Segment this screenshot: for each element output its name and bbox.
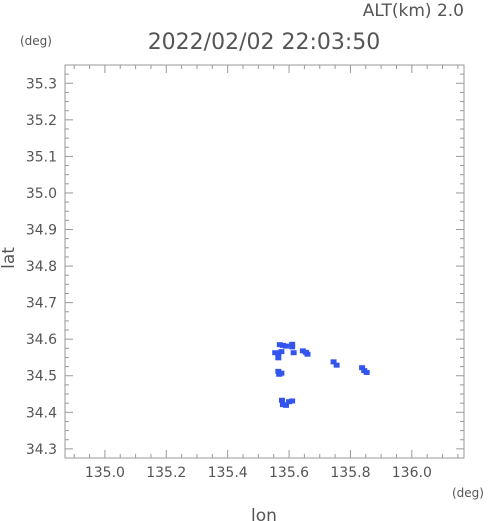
data-point [276,342,283,348]
x-tick-label: 135.0 [85,465,125,481]
y-tick-label: 34.7 [26,296,57,312]
data-point [278,370,285,376]
data-point [279,342,286,348]
y-tick-label: 34.9 [26,223,57,239]
y-tick-label: 35.2 [26,113,57,129]
data-point [333,362,340,368]
y-unit-label: (deg) [20,34,52,48]
data-point [279,402,286,408]
data-point [289,344,296,350]
y-tick-label: 34.4 [26,405,57,421]
y-tick-label: 35.3 [26,76,57,92]
y-tick-label: 34.3 [26,442,57,458]
data-point [286,399,293,405]
x-tick-label: 136.0 [392,465,432,481]
x-axis-label: lon [251,506,277,521]
altitude-label: ALT(km) 2.0 [363,1,464,21]
data-point [272,350,279,356]
axis-ticks [65,64,464,458]
data-point [299,348,306,354]
data-point [289,341,296,347]
tick-labels: 135.0 135.2 135.4 135.6 135.8 136.0 34.3 34.4 34… [26,76,432,481]
datetime-title: 2022/02/02 22:03:50 [148,30,381,55]
y-tick-label: 34.5 [26,369,57,385]
data-point [282,402,289,408]
data-point [275,355,282,361]
data-point [282,343,289,349]
x-unit-label: (deg) [452,486,484,500]
data-point [304,351,311,357]
data-point [275,368,282,374]
data-point [290,350,297,356]
plot-frame [64,64,465,459]
data-point [363,369,370,375]
x-tick-label: 135.8 [330,465,370,481]
x-tick-label: 135.2 [146,465,186,481]
x-tick-label: 135.6 [269,465,309,481]
data-point [330,359,337,365]
data-point [359,365,366,371]
y-tick-label: 34.6 [26,332,57,348]
y-axis-label: lat [0,247,19,269]
data-point [289,398,296,404]
y-tick-label: 35.0 [26,186,57,202]
data-point [278,397,285,403]
x-tick-label: 135.4 [208,465,248,481]
y-tick-label: 34.8 [26,259,57,275]
data-points [272,341,370,408]
data-point [275,350,282,356]
data-point [278,349,285,355]
y-tick-label: 35.1 [26,149,57,165]
